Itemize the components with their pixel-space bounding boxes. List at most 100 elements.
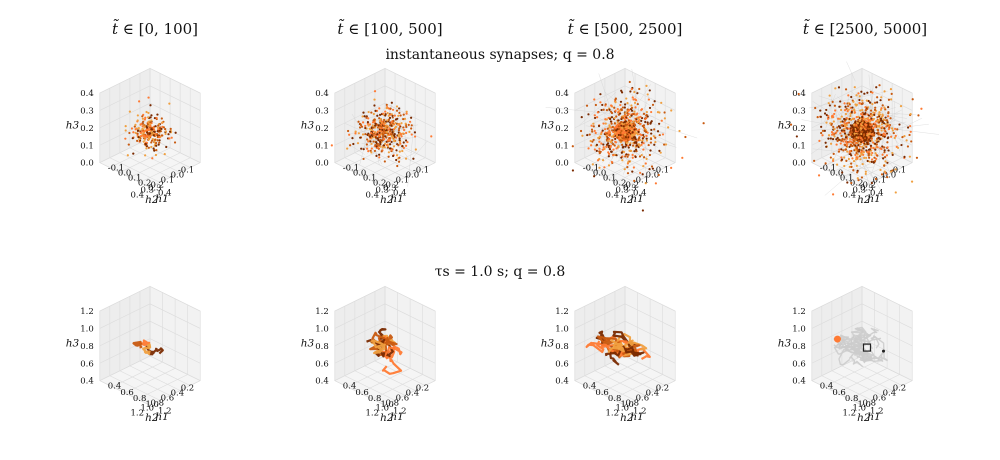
data-point [638, 118, 641, 121]
data-point [853, 132, 856, 135]
y-tick-label: 0.4 [171, 389, 185, 399]
data-point [855, 156, 858, 159]
y-tick-label: 1.2 [365, 408, 379, 418]
data-point [624, 103, 627, 106]
grid-line [112, 361, 163, 388]
data-point [843, 109, 847, 112]
data-point [153, 140, 156, 143]
data-point [366, 121, 370, 124]
data-point [828, 104, 831, 107]
data-point [396, 164, 399, 168]
data-point [410, 133, 413, 136]
axis-label-h3: h3 [301, 119, 315, 131]
data-point [864, 170, 867, 173]
x-tick-label: 0.8 [133, 394, 147, 404]
data-point [127, 143, 130, 146]
data-point [404, 122, 407, 125]
data-point [920, 107, 923, 110]
data-point [632, 136, 635, 139]
data-point [870, 117, 873, 120]
data-point [827, 102, 830, 105]
data-point [406, 140, 409, 144]
data-point [865, 99, 868, 102]
data-point [592, 138, 595, 142]
grid-line [149, 85, 201, 111]
data-point [886, 124, 889, 127]
y-tick-label: 0.0 [883, 171, 897, 181]
data-point [874, 177, 878, 180]
data-point [156, 130, 159, 133]
data-point [170, 136, 173, 139]
data-point [173, 141, 177, 144]
data-point [839, 120, 842, 123]
axis-label-h1: h1 [867, 411, 880, 423]
data-point [376, 114, 379, 117]
data-point [867, 153, 870, 157]
data-point [857, 150, 861, 153]
data-point [650, 128, 653, 132]
data-point [366, 122, 369, 125]
data-point [789, 123, 793, 126]
data-point [365, 143, 369, 146]
data-point [835, 138, 838, 141]
z-tick-label: 0.8 [555, 342, 569, 352]
data-point [670, 166, 673, 169]
data-point [872, 111, 875, 114]
data-point [598, 135, 601, 138]
data-point [596, 111, 600, 114]
data-point [879, 138, 882, 141]
data-point [859, 142, 862, 145]
data-point [658, 111, 661, 114]
data-point [883, 135, 886, 138]
data-point [657, 173, 660, 177]
data-point [623, 168, 626, 171]
axis-label-h3: h3 [541, 119, 555, 131]
data-point [638, 136, 641, 139]
highlight-marker [862, 343, 872, 352]
data-point [858, 95, 861, 98]
z-tick-label: 0.3 [792, 106, 806, 116]
data-point [601, 159, 605, 162]
data-point [860, 124, 863, 127]
data-point [158, 126, 162, 129]
data-point [854, 144, 857, 147]
data-point [590, 124, 593, 127]
data-point [413, 135, 417, 138]
panel-data [132, 339, 164, 356]
data-point [136, 132, 139, 135]
data-point [868, 120, 872, 123]
data-point [660, 101, 663, 104]
grid-line [574, 380, 626, 406]
data-point [613, 116, 616, 120]
data-point [845, 159, 848, 162]
y-tick-label: 1.0 [853, 403, 867, 413]
data-point [162, 126, 165, 129]
data-point [413, 131, 417, 134]
data-point [868, 160, 871, 163]
data-point [157, 143, 160, 146]
panel-r1-c3: -0.10.00.10.20.30.4-0.10.00.10.20.30.40.… [541, 67, 705, 212]
data-point [851, 138, 854, 141]
data-point [371, 124, 374, 127]
data-point [361, 115, 364, 118]
data-point [854, 149, 858, 152]
data-point [405, 112, 408, 115]
data-point [585, 104, 589, 107]
data-point [351, 137, 354, 140]
data-point [640, 108, 643, 112]
data-point [878, 113, 882, 116]
data-point [837, 86, 841, 89]
data-point [370, 126, 373, 129]
grid-line [99, 355, 151, 381]
data-point [617, 133, 620, 137]
z-tick-label: 0.2 [792, 124, 806, 134]
grid-line [119, 147, 171, 173]
data-point [875, 139, 878, 142]
data-point [859, 109, 862, 112]
grid-line [129, 152, 181, 178]
data-point [622, 150, 626, 154]
grid-line [334, 355, 386, 381]
grid-line [109, 157, 161, 183]
data-point [624, 155, 627, 158]
data-point [849, 112, 852, 115]
